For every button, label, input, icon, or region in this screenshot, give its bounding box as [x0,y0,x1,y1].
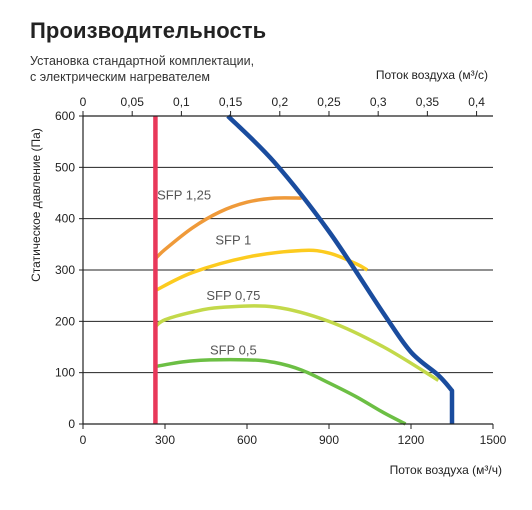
y-tick-label: 200 [55,314,75,328]
chart-subtitle: Установка стандартной комплектации, с эл… [30,53,330,85]
subtitle-line-1: Установка стандартной комплектации, [30,54,255,68]
sfp-125-curve [154,196,302,260]
x-axis-label: Поток воздуха (м³/ч) [390,463,502,477]
sfp-05-curve [155,357,407,426]
y-tick-label: 300 [55,263,75,277]
y-axis-label: Статическое давление (Па) [29,128,43,282]
fan-curve [226,114,455,424]
x2-axis-label: Поток воздуха (м³/с) [376,68,488,82]
x-tick-label: 0 [80,433,87,447]
curve-label: SFP 0,75 [206,288,260,303]
curve-label: SFP 1 [215,233,251,248]
x-tick-label: 300 [155,433,175,447]
curve-label: SFP 0,5 [210,343,257,358]
x-axis-ticks: 0 300 600 900 1200 1500 [80,424,507,447]
x2-tick-label: 0,3 [370,95,387,109]
curve-label: SFP 1,25 [157,188,211,203]
chart-grid [83,115,493,374]
chart-title: Производительность [30,18,267,43]
curve-labels: SFP 1,25 SFP 1 SFP 0,75 SFP 0,5 [157,188,260,358]
y-tick-label: 400 [55,212,75,226]
y-tick-label: 600 [55,109,75,123]
y-tick-label: 0 [68,417,75,431]
y-tick-label: 100 [55,366,75,380]
sfp-1-curve [154,248,369,293]
x2-tick-label: 0,05 [121,95,145,109]
x2-tick-label: 0,25 [317,95,341,109]
x2-tick-label: 0,2 [271,95,288,109]
y-tick-label: 500 [55,160,75,174]
x2-tick-label: 0,35 [416,95,440,109]
chart-curves [153,114,455,426]
x2-axis-ticks: 0 0,05 0,1 0,15 0,2 0,25 0,3 0,35 0,4 [80,95,485,116]
x2-tick-label: 0,1 [173,95,190,109]
subtitle-line-2: с электрическим нагревателем [30,70,211,84]
x2-tick-label: 0 [80,95,87,109]
x-tick-label: 600 [237,433,257,447]
x2-tick-label: 0,15 [219,95,243,109]
x2-tick-label: 0,4 [468,95,485,109]
x-tick-label: 900 [319,433,339,447]
sfp-075-curve [154,304,440,382]
x-tick-label: 1200 [398,433,425,447]
x-tick-label: 1500 [480,433,507,447]
y-axis-ticks: 0 100 200 300 400 500 600 [55,109,83,431]
